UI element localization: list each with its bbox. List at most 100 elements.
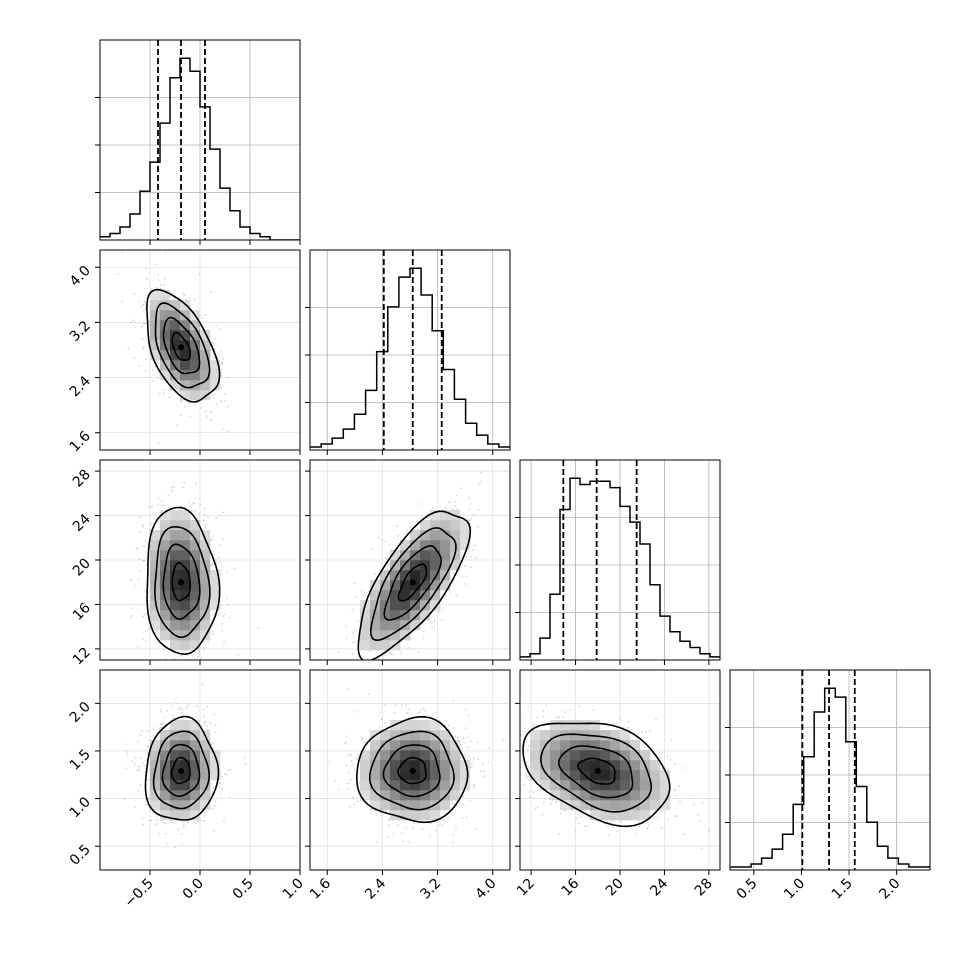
density-cell (460, 760, 471, 771)
density-cell (200, 740, 211, 751)
y-tick-label: 20 (70, 556, 94, 580)
density-cell (150, 780, 161, 791)
density-cell (160, 630, 171, 641)
density-cell (170, 640, 181, 651)
density-cell (380, 640, 391, 651)
panel-frame (99, 39, 301, 241)
panel-0-0 (95, 39, 301, 245)
density-cell (370, 800, 381, 811)
histogram-0 (100, 57, 300, 240)
density-cell (570, 740, 581, 751)
panel-frame (99, 249, 301, 451)
density-cell (160, 810, 171, 821)
density-cell (410, 800, 421, 811)
density-cell (180, 320, 191, 331)
density-cell (150, 350, 161, 361)
density-cell (440, 510, 451, 521)
y-tick-label: 1.6 (67, 428, 94, 455)
density-cell (420, 550, 431, 561)
density-cell (370, 760, 381, 771)
density-cell (200, 600, 211, 611)
histogram-1 (310, 267, 510, 448)
density-cell (170, 350, 181, 361)
density-cell (190, 370, 201, 381)
y-tick-label: 24 (70, 511, 94, 535)
density-cell (530, 730, 541, 741)
density-cell (440, 520, 451, 531)
density-cell (400, 550, 411, 561)
density-cell (400, 730, 411, 741)
density-cell (150, 740, 161, 751)
density-cell (440, 740, 451, 751)
density-cell (390, 550, 401, 561)
density-cell (400, 720, 411, 731)
density-cell (200, 350, 211, 361)
density-cell (150, 760, 161, 771)
density-cell (180, 340, 191, 351)
density-cell (150, 570, 161, 581)
density-cell (210, 600, 221, 611)
density-cell (400, 540, 411, 551)
contour-3-2-2 (558, 745, 634, 799)
contour-3-0-0 (144, 715, 220, 821)
contour-2-0-1 (154, 525, 211, 639)
peak-marker (409, 767, 416, 774)
density-cell (400, 570, 411, 581)
density-cell (160, 510, 171, 521)
density-cell (590, 750, 601, 761)
density-cell (580, 750, 591, 761)
density-cell (390, 560, 401, 571)
y-tick-label: 2.0 (67, 699, 94, 726)
contour-2-1-2 (383, 544, 442, 621)
contour-2-0-2 (162, 543, 201, 620)
density-cell (360, 790, 371, 801)
contour-3-1-3 (397, 756, 427, 785)
density-cell (380, 730, 391, 741)
x-tick-label: 1.0 (280, 876, 307, 903)
density-cell (190, 610, 201, 621)
density-cell (600, 770, 611, 781)
density-cell (180, 510, 191, 521)
density-cell (200, 780, 211, 791)
density-cell (400, 600, 411, 611)
density-cell (460, 770, 471, 781)
density-cell (150, 600, 161, 611)
density-cell (170, 780, 181, 791)
density-cell (390, 730, 401, 741)
density-cell (180, 360, 191, 371)
density-cell (430, 770, 441, 781)
y-tick-label: 28 (70, 467, 94, 491)
density-cell (150, 310, 161, 321)
density-cell (430, 530, 441, 541)
density-cell (150, 560, 161, 571)
density-cell (170, 570, 181, 581)
density-cell (180, 730, 191, 741)
density-cell (150, 800, 161, 811)
histogram-3 (730, 687, 930, 868)
contour-3-1-1 (368, 730, 455, 811)
density-cell (380, 590, 391, 601)
density-cell (430, 520, 441, 531)
panel-1-0: 1.6 2.4 3.2 4.0 (67, 249, 301, 455)
density-cell (610, 760, 621, 771)
density-cell (420, 810, 431, 821)
density-cell (170, 610, 181, 621)
y-tick-label: 1.5 (67, 746, 94, 773)
density-cell (620, 750, 631, 761)
density-cell (590, 770, 601, 781)
panel-3-2: 12 16 20 24 28 (514, 669, 721, 899)
density-cell (460, 540, 471, 551)
density-cell (450, 740, 461, 751)
density-cell (560, 750, 571, 761)
density-cell (210, 580, 221, 591)
density-cell (420, 730, 431, 741)
density-cell (380, 750, 391, 761)
density-cell (620, 770, 631, 781)
contour-3-2-0 (522, 722, 671, 828)
density-cell (170, 380, 181, 391)
density-cell (440, 780, 451, 791)
density-cell (180, 620, 191, 631)
density-cell (370, 610, 381, 621)
density-cell (530, 740, 541, 751)
density-cell (400, 810, 411, 821)
